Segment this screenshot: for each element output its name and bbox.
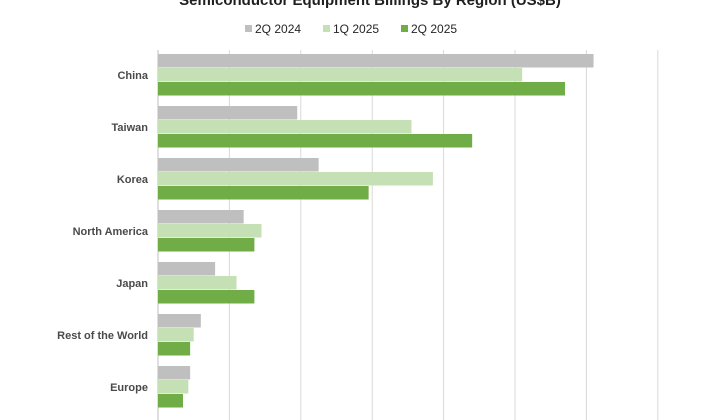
- bar-europe-1q-2025: [158, 380, 189, 394]
- category-label-europe: Europe: [110, 382, 148, 394]
- bar-japan-2q-2024: [158, 262, 216, 276]
- bar-taiwan-1q-2025: [158, 120, 412, 134]
- bar-north-america-2q-2024: [158, 210, 244, 224]
- bar-china-2q-2025: [158, 82, 565, 96]
- bar-rest-of-the-world-1q-2025: [158, 328, 194, 342]
- bar-japan-2q-2025: [158, 290, 255, 304]
- category-label-china: China: [117, 70, 148, 82]
- bar-europe-2q-2025: [158, 394, 183, 408]
- category-label-taiwan: Taiwan: [112, 122, 149, 134]
- bar-rest-of-the-world-2q-2024: [158, 314, 201, 328]
- legend-label-1q-2025: 1Q 2025: [333, 22, 379, 36]
- category-label-korea: Korea: [117, 174, 149, 186]
- bars: [158, 54, 594, 408]
- category-label-north-america: North America: [73, 226, 149, 238]
- category-labels: China Taiwan Korea North America Japan Rest o…: [57, 70, 149, 394]
- bar-japan-1q-2025: [158, 276, 237, 290]
- bar-rest-of-the-world-2q-2025: [158, 342, 191, 356]
- legend-label-2q-2025: 2Q 2025: [411, 22, 457, 36]
- chart-title: Semiconductor Equipment Billings By Regi…: [179, 0, 561, 9]
- bar-korea-2q-2025: [158, 186, 369, 200]
- legend-swatch-2q-2025: [401, 25, 408, 32]
- legend-swatch-2q-2024: [245, 25, 252, 32]
- bar-korea-1q-2025: [158, 172, 433, 186]
- legend-label-2q-2024: 2Q 2024: [255, 22, 301, 36]
- category-label-rest-of-the-world: Rest of the World: [57, 330, 148, 342]
- bar-china-2q-2024: [158, 54, 594, 68]
- bar-korea-2q-2024: [158, 158, 319, 172]
- bar-taiwan-2q-2025: [158, 134, 473, 148]
- bar-taiwan-2q-2024: [158, 106, 298, 120]
- bar-north-america-2q-2025: [158, 238, 255, 252]
- bar-china-1q-2025: [158, 68, 523, 82]
- bar-north-america-1q-2025: [158, 224, 262, 238]
- category-label-japan: Japan: [116, 278, 148, 290]
- legend-swatch-1q-2025: [323, 25, 330, 32]
- bar-europe-2q-2024: [158, 366, 191, 380]
- legend: 2Q 2024 1Q 2025 2Q 2025: [245, 22, 457, 36]
